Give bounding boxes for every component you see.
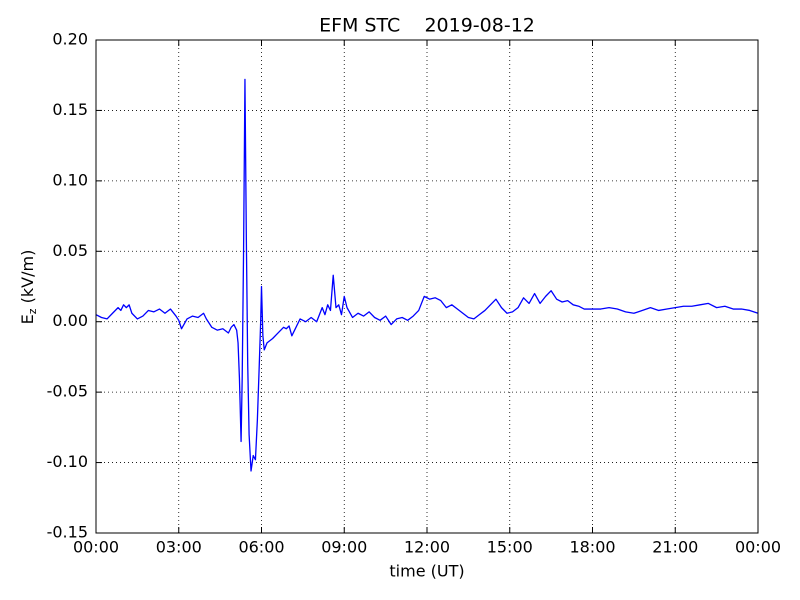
data-line [95, 78, 759, 472]
y-tick-label: -0.05 [47, 382, 88, 401]
x-tick-label: 09:00 [321, 538, 367, 557]
chart-title: EFM STC 2019-08-12 [319, 15, 535, 37]
y-tick-label: -0.10 [47, 452, 88, 471]
y-label-rest: (kV/m) [18, 250, 37, 309]
y-label-base: E [18, 314, 37, 324]
y-label-sub: z [26, 308, 39, 314]
y-tick-label: 0.20 [52, 30, 88, 49]
x-tick-label: 03:00 [156, 538, 202, 557]
x-tick-label: 00:00 [735, 538, 781, 557]
x-tick-label: 06:00 [238, 538, 284, 557]
y-tick-label: 0.00 [52, 311, 88, 330]
y-tick-label: 0.05 [52, 241, 88, 260]
x-tick-label: 12:00 [404, 538, 450, 557]
y-axis-label: Ez (kV/m) [18, 250, 40, 325]
y-tick-label: 0.15 [52, 100, 88, 119]
x-tick-label: 00:00 [73, 538, 119, 557]
y-tick-label: -0.15 [47, 523, 88, 542]
x-tick-label: 18:00 [569, 538, 615, 557]
y-tick-label: 0.10 [52, 170, 88, 189]
plot-frame [95, 39, 759, 534]
x-axis-label: time (UT) [389, 562, 464, 581]
x-tick-label: 15:00 [487, 538, 533, 557]
x-tick-label: 21:00 [652, 538, 698, 557]
